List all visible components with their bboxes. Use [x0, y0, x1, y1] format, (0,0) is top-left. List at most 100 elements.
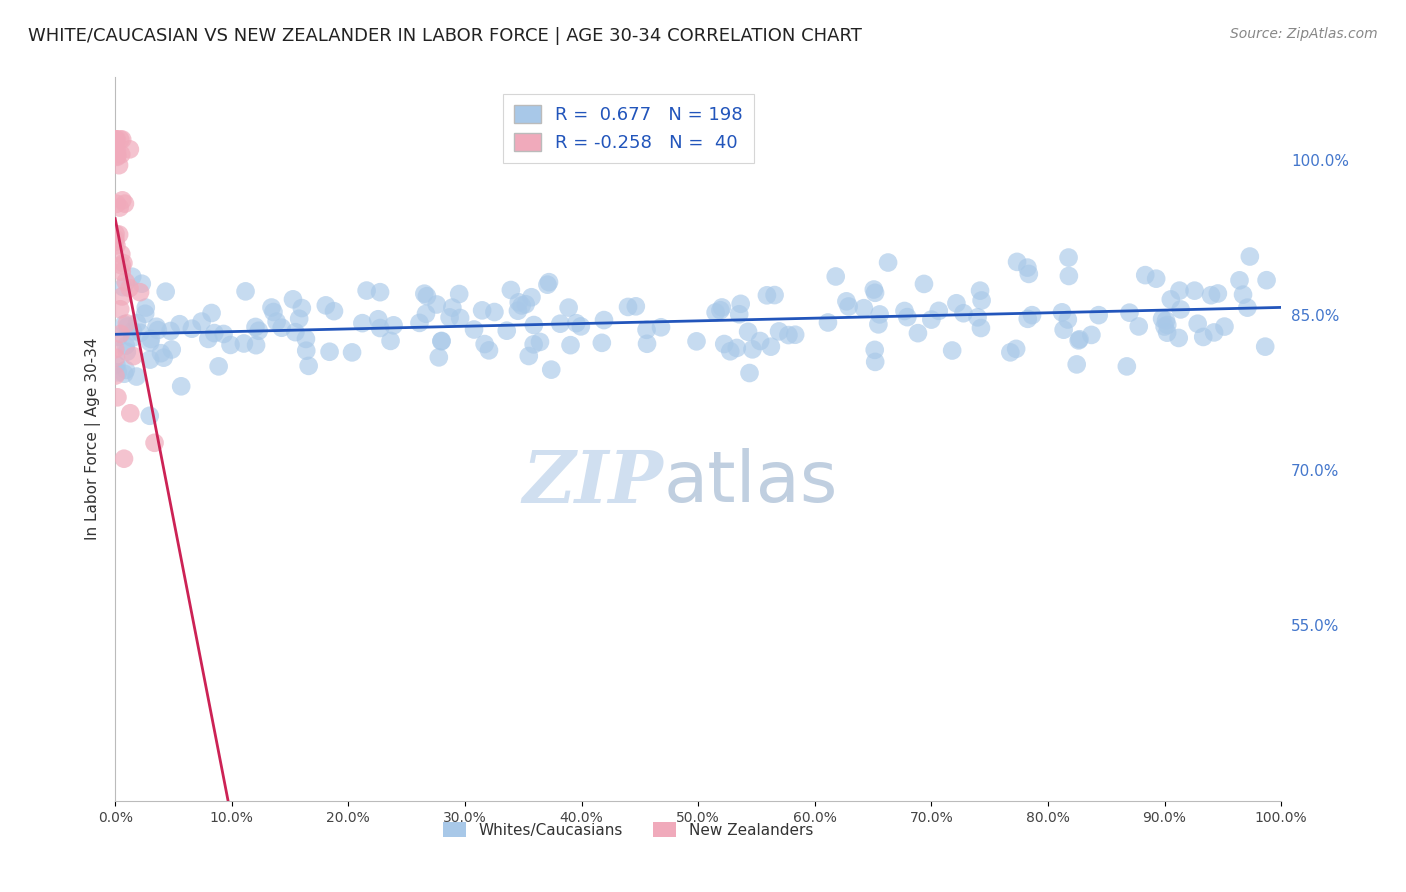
Point — [367, 312, 389, 326]
Point — [139, 332, 162, 346]
Point — [1254, 340, 1277, 354]
Point — [104, 351, 127, 365]
Point — [713, 337, 735, 351]
Point — [763, 288, 786, 302]
Point — [111, 194, 134, 208]
Point — [266, 315, 288, 329]
Point — [416, 289, 439, 303]
Point — [104, 235, 127, 249]
Point — [111, 259, 134, 273]
Point — [1128, 319, 1150, 334]
Point — [190, 314, 212, 328]
Point — [245, 338, 267, 352]
Point — [131, 277, 153, 291]
Point — [755, 288, 778, 302]
Point — [1156, 318, 1178, 332]
Point — [617, 300, 640, 314]
Point — [730, 297, 752, 311]
Text: ZIP: ZIP — [522, 447, 664, 518]
Point — [941, 343, 963, 358]
Point — [117, 319, 139, 334]
Point — [340, 345, 363, 359]
Point — [112, 451, 135, 466]
Point — [146, 323, 169, 337]
Legend: Whites/Caucasians, New Zealanders: Whites/Caucasians, New Zealanders — [437, 815, 820, 844]
Point — [928, 303, 950, 318]
Point — [506, 303, 529, 318]
Point — [107, 330, 129, 344]
Point — [1018, 267, 1040, 281]
Point — [778, 328, 800, 343]
Point — [315, 298, 337, 312]
Point — [741, 343, 763, 357]
Point — [817, 316, 839, 330]
Point — [129, 285, 152, 300]
Point — [270, 320, 292, 334]
Point — [1236, 301, 1258, 315]
Point — [1115, 359, 1137, 374]
Point — [110, 326, 132, 341]
Point — [114, 338, 136, 352]
Point — [169, 317, 191, 331]
Point — [138, 409, 160, 423]
Point — [1229, 273, 1251, 287]
Point — [1069, 332, 1091, 346]
Point — [104, 132, 127, 146]
Point — [869, 307, 891, 321]
Point — [945, 296, 967, 310]
Point — [569, 319, 592, 334]
Point — [118, 142, 141, 156]
Point — [219, 338, 242, 352]
Point — [478, 343, 501, 358]
Point — [323, 304, 346, 318]
Point — [863, 283, 886, 297]
Point — [471, 303, 494, 318]
Point — [115, 344, 138, 359]
Point — [1160, 293, 1182, 307]
Point — [1144, 271, 1167, 285]
Point — [785, 327, 807, 342]
Point — [180, 321, 202, 335]
Point — [1050, 305, 1073, 319]
Point — [1066, 358, 1088, 372]
Point — [499, 283, 522, 297]
Point — [426, 297, 449, 311]
Point — [529, 334, 551, 349]
Point — [1005, 255, 1028, 269]
Point — [1118, 306, 1140, 320]
Point — [1168, 284, 1191, 298]
Point — [263, 305, 285, 319]
Point — [143, 435, 166, 450]
Point — [112, 256, 135, 270]
Point — [430, 334, 453, 349]
Point — [952, 306, 974, 320]
Point — [111, 289, 134, 303]
Point — [122, 349, 145, 363]
Point — [536, 277, 558, 292]
Point — [495, 324, 517, 338]
Point — [139, 335, 162, 350]
Point — [149, 346, 172, 360]
Point — [202, 326, 225, 340]
Point — [966, 310, 988, 325]
Point — [650, 320, 672, 334]
Point — [685, 334, 707, 349]
Point — [537, 275, 560, 289]
Point — [1005, 342, 1028, 356]
Point — [508, 295, 530, 310]
Point — [115, 363, 138, 377]
Point — [709, 303, 731, 318]
Point — [430, 334, 453, 348]
Point — [212, 326, 235, 341]
Point — [907, 326, 929, 340]
Point — [208, 359, 231, 374]
Point — [170, 379, 193, 393]
Point — [145, 319, 167, 334]
Point — [510, 298, 533, 312]
Point — [523, 337, 546, 351]
Point — [368, 285, 391, 300]
Point — [108, 158, 131, 172]
Point — [104, 132, 127, 146]
Point — [152, 351, 174, 365]
Point — [108, 201, 131, 215]
